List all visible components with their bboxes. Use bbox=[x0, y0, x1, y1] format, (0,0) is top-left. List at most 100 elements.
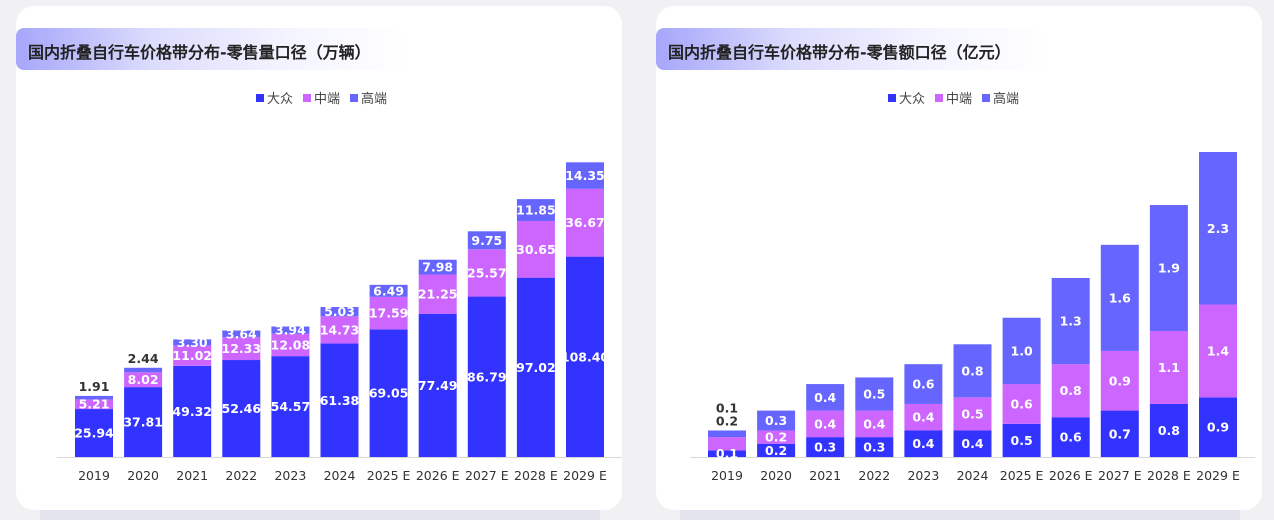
x-tick-label: 2027 E bbox=[1098, 468, 1142, 483]
bar-high bbox=[369, 284, 408, 297]
bar-mass bbox=[1199, 397, 1237, 457]
chart-title: 国内折叠自行车价格带分布-零售量口径（万辆） bbox=[28, 43, 371, 62]
bar-mid bbox=[708, 437, 746, 451]
bar-mass bbox=[467, 296, 506, 457]
legend-label: 高端 bbox=[993, 92, 1020, 107]
bar-mass bbox=[124, 387, 163, 457]
data-label-mid: 0.4 bbox=[863, 416, 885, 431]
bar-mass bbox=[75, 409, 113, 457]
bar-mass bbox=[222, 360, 261, 457]
data-label-high: 3.94 bbox=[275, 323, 306, 338]
bar-mid bbox=[320, 316, 359, 344]
bar-mass bbox=[516, 277, 555, 457]
bar-high bbox=[75, 395, 113, 400]
data-label-mid: 0.6 bbox=[1011, 396, 1033, 411]
legend-swatch bbox=[982, 93, 991, 102]
bar-mid bbox=[173, 345, 212, 366]
bar-high bbox=[124, 367, 163, 373]
data-label-mass: 49.32 bbox=[172, 404, 212, 419]
bar-high bbox=[1002, 317, 1041, 385]
x-tick-label: 2020 bbox=[760, 468, 792, 483]
bar-mass bbox=[173, 365, 212, 457]
bar-mid bbox=[75, 399, 113, 410]
legend-item-mass[interactable]: 大众 bbox=[256, 88, 293, 107]
data-label-mass: 0.1 bbox=[716, 446, 738, 461]
volume-bar-chart: 25.94 5.21 1.91 2019 37.81 8.02 2.44 2020 49.32 1… bbox=[57, 162, 622, 483]
x-tick-label: 2024 bbox=[324, 468, 356, 483]
data-label-mid: 12.33 bbox=[222, 341, 262, 356]
x-tick-label: 2029 E bbox=[563, 468, 607, 483]
legend-item-high[interactable]: 高端 bbox=[982, 88, 1019, 107]
bar-high bbox=[222, 330, 261, 338]
volume-chart-card: 国内折叠自行车价格带分布-零售量口径（万辆） 大众 中端 高端 25.94 5.2… bbox=[16, 6, 622, 510]
bar-high bbox=[271, 326, 310, 334]
data-label-high: 1.0 bbox=[1011, 343, 1033, 358]
bar-mid bbox=[855, 410, 894, 438]
bar-high bbox=[516, 199, 555, 222]
x-tick-label: 2021 bbox=[176, 468, 208, 483]
bar-mass bbox=[855, 437, 894, 457]
data-label-mid: 11.02 bbox=[172, 348, 212, 363]
data-label-mid: 30.65 bbox=[516, 242, 556, 257]
data-label-high: 1.3 bbox=[1060, 314, 1082, 329]
x-tick-label: 2021 bbox=[809, 468, 841, 483]
bar-mass bbox=[1051, 417, 1090, 457]
x-tick-label: 2026 E bbox=[1049, 468, 1093, 483]
data-label-mid: 1.1 bbox=[1158, 360, 1180, 375]
bar-mass bbox=[708, 450, 746, 457]
data-label-high: 9.75 bbox=[471, 233, 502, 248]
data-label-mass: 97.02 bbox=[516, 360, 556, 375]
data-label-high: 0.6 bbox=[912, 377, 934, 392]
bar-mid bbox=[271, 333, 310, 357]
data-label-high: 1.91 bbox=[79, 379, 110, 394]
bar-high bbox=[320, 307, 359, 317]
data-label-high: 5.03 bbox=[324, 304, 355, 319]
data-label-mid: 21.25 bbox=[418, 287, 458, 302]
legend-item-mass[interactable]: 大众 bbox=[888, 88, 925, 107]
legend-item-mid[interactable]: 中端 bbox=[303, 88, 340, 107]
data-label-mass: 25.94 bbox=[74, 426, 114, 441]
bar-mid bbox=[1149, 331, 1188, 404]
bar-mass bbox=[953, 430, 992, 457]
legend-item-mid[interactable]: 中端 bbox=[935, 88, 972, 107]
bar-high bbox=[1051, 277, 1090, 365]
data-label-high: 3.30 bbox=[177, 335, 208, 350]
bar-high bbox=[806, 384, 845, 411]
data-label-mass: 108.40 bbox=[561, 349, 610, 364]
data-label-mid: 0.8 bbox=[1060, 383, 1082, 398]
x-tick-label: 2028 E bbox=[1147, 468, 1191, 483]
chart-title: 国内折叠自行车价格带分布-零售额口径（亿元） bbox=[668, 43, 1011, 62]
legend-item-high[interactable]: 高端 bbox=[350, 88, 387, 107]
bar-mass bbox=[566, 256, 604, 457]
bar-mid bbox=[369, 296, 408, 330]
bar-high bbox=[1100, 244, 1139, 351]
bar-mass bbox=[806, 437, 845, 457]
bar-mid bbox=[757, 430, 796, 444]
x-tick-label: 2023 bbox=[274, 468, 306, 483]
bar-mid bbox=[953, 397, 992, 431]
data-label-mass: 86.79 bbox=[467, 369, 507, 384]
data-label-mid: 1.4 bbox=[1207, 343, 1229, 358]
bar-mid bbox=[1051, 364, 1090, 418]
bar-mid bbox=[1100, 350, 1139, 411]
bar-mass bbox=[1100, 410, 1139, 457]
legend-swatch bbox=[350, 93, 359, 102]
bar-high bbox=[1149, 205, 1188, 332]
x-tick-label: 2028 E bbox=[514, 468, 558, 483]
data-label-high: 0.1 bbox=[716, 400, 738, 415]
bar-mid bbox=[516, 221, 555, 278]
data-label-mid: 17.59 bbox=[369, 306, 409, 321]
x-tick-label: 2029 E bbox=[1196, 468, 1240, 483]
x-tick-label: 2019 bbox=[78, 468, 110, 483]
x-tick-label: 2027 E bbox=[465, 468, 509, 483]
x-tick-label: 2019 bbox=[711, 468, 743, 483]
legend-swatch bbox=[935, 93, 944, 102]
data-label-mid: 8.02 bbox=[128, 372, 159, 387]
data-label-high: 1.6 bbox=[1109, 290, 1131, 305]
bar-mid bbox=[124, 372, 163, 388]
x-tick-label: 2022 bbox=[858, 468, 890, 483]
data-label-mid: 14.73 bbox=[320, 322, 360, 337]
data-label-high: 7.98 bbox=[422, 260, 453, 275]
x-tick-label: 2020 bbox=[127, 468, 159, 483]
data-label-high: 2.3 bbox=[1207, 221, 1229, 236]
